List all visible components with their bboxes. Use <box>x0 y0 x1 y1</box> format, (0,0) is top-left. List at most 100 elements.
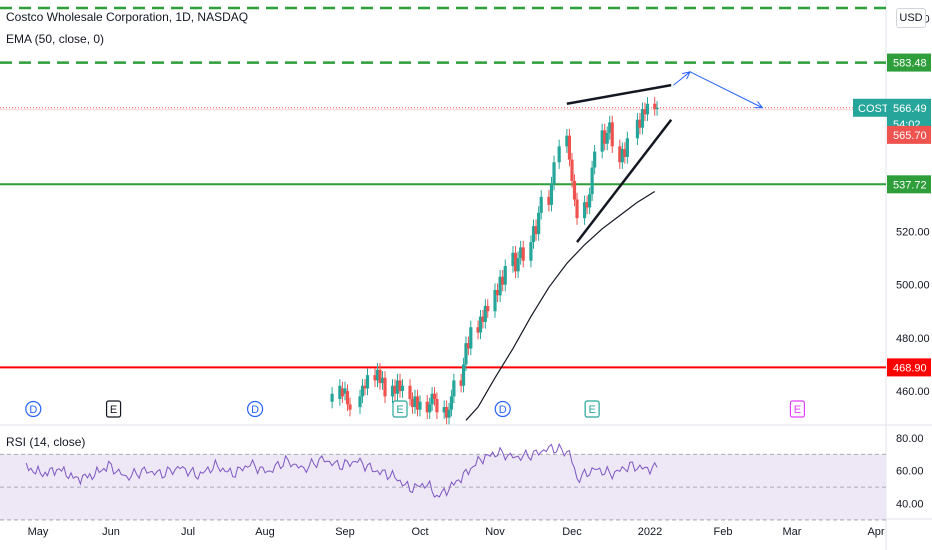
current-price-tag <box>887 125 931 144</box>
candle <box>358 396 362 408</box>
candle <box>511 252 515 267</box>
date-tick-label: 2022 <box>638 526 662 538</box>
candle <box>655 107 659 110</box>
candle <box>638 119 642 128</box>
candle <box>600 130 604 152</box>
candle <box>452 380 456 397</box>
candle <box>539 196 543 213</box>
candle <box>570 159 574 181</box>
date-tick-label: Aug <box>255 526 275 538</box>
price-tick-label: 460.00 <box>896 386 930 398</box>
candle <box>390 385 395 397</box>
symbol-tag-label: COST <box>858 103 889 115</box>
candle <box>410 399 415 408</box>
candle <box>442 407 446 413</box>
earnings-event-label: E <box>396 404 403 416</box>
candle <box>552 162 556 184</box>
candle <box>635 119 640 139</box>
candle <box>498 276 502 296</box>
dividend-event-label: D <box>499 404 507 416</box>
candle <box>400 385 405 392</box>
candle <box>623 148 627 157</box>
candle <box>383 377 387 397</box>
earnings-event-marker <box>789 400 806 418</box>
date-tick-label: Oct <box>411 526 428 538</box>
rsi-tick-label: 60.00 <box>896 466 924 478</box>
candle <box>476 327 480 333</box>
candle <box>375 369 380 381</box>
earnings-event-label: E <box>588 404 595 416</box>
candle <box>643 109 647 115</box>
candle <box>469 327 473 349</box>
wedge-upper-line <box>566 83 672 105</box>
price-tick-label: 520.00 <box>896 226 930 238</box>
candle <box>428 404 432 413</box>
wedge-lower-line <box>576 118 673 243</box>
projection-arrowhead <box>754 101 764 109</box>
candle <box>348 404 352 410</box>
candle <box>557 146 561 163</box>
level-tag <box>887 53 931 72</box>
date-tick-label: Nov <box>485 526 505 538</box>
date-tick-label: Sep <box>335 526 355 538</box>
ema-indicator-label[interactable]: EMA (50, close, 0) <box>6 32 105 46</box>
candle <box>425 401 429 413</box>
candle <box>645 103 650 115</box>
candle <box>432 393 437 400</box>
candle <box>483 305 487 322</box>
candle <box>360 385 365 397</box>
current-price-tag-label: 565.70 <box>893 130 927 142</box>
symbol-tag <box>853 98 887 117</box>
level-tag-label: 537.72 <box>893 179 927 191</box>
candle <box>459 380 463 386</box>
candle <box>531 226 536 243</box>
date-tick-label: Apr <box>867 526 884 538</box>
candle <box>343 388 347 394</box>
date-tick-label: Jun <box>102 526 120 538</box>
candle <box>418 401 422 410</box>
price-tick-label: 500.00 <box>896 280 930 292</box>
candle <box>501 276 505 285</box>
candle <box>461 364 466 386</box>
currency-button[interactable]: USD <box>896 8 926 28</box>
level-tag <box>887 358 931 377</box>
rsi-tick-label: 40.00 <box>896 499 924 511</box>
chart-title: Costco Wholesale Corporation, 1D, NASDAQ <box>6 10 249 24</box>
candle <box>464 343 468 365</box>
candle <box>493 289 497 312</box>
candle <box>449 396 454 410</box>
dividend-event-label: D <box>29 404 37 416</box>
candle <box>430 393 434 405</box>
candle <box>529 242 533 261</box>
candle <box>620 148 624 163</box>
candle <box>435 399 439 413</box>
candle <box>519 247 523 259</box>
candle <box>640 109 645 128</box>
price-tick-label: 480.00 <box>896 333 930 345</box>
rsi-indicator-label[interactable]: RSI (14, close) <box>6 435 86 449</box>
candle <box>345 391 350 405</box>
candle <box>549 183 554 205</box>
date-tick-label: Mar <box>783 526 802 538</box>
candle <box>603 130 607 144</box>
dividend-event-marker <box>494 400 511 418</box>
dividend-event-marker <box>25 400 42 418</box>
level-tag <box>887 175 931 194</box>
earnings-event-marker <box>105 400 122 418</box>
countdown-label: 54:02 <box>893 119 921 131</box>
earnings-event-marker <box>584 400 600 418</box>
candle <box>481 316 485 322</box>
candle <box>373 375 377 381</box>
candle <box>380 377 385 384</box>
candle <box>503 266 507 285</box>
candle <box>365 375 370 389</box>
candle <box>447 409 451 418</box>
earnings-event-label: E <box>794 404 801 416</box>
candle <box>398 380 402 392</box>
candle <box>565 135 569 147</box>
candle <box>415 396 420 410</box>
candle <box>572 180 577 200</box>
dividend-event-label: D <box>251 404 259 416</box>
candle <box>588 194 592 208</box>
candle <box>605 133 609 144</box>
